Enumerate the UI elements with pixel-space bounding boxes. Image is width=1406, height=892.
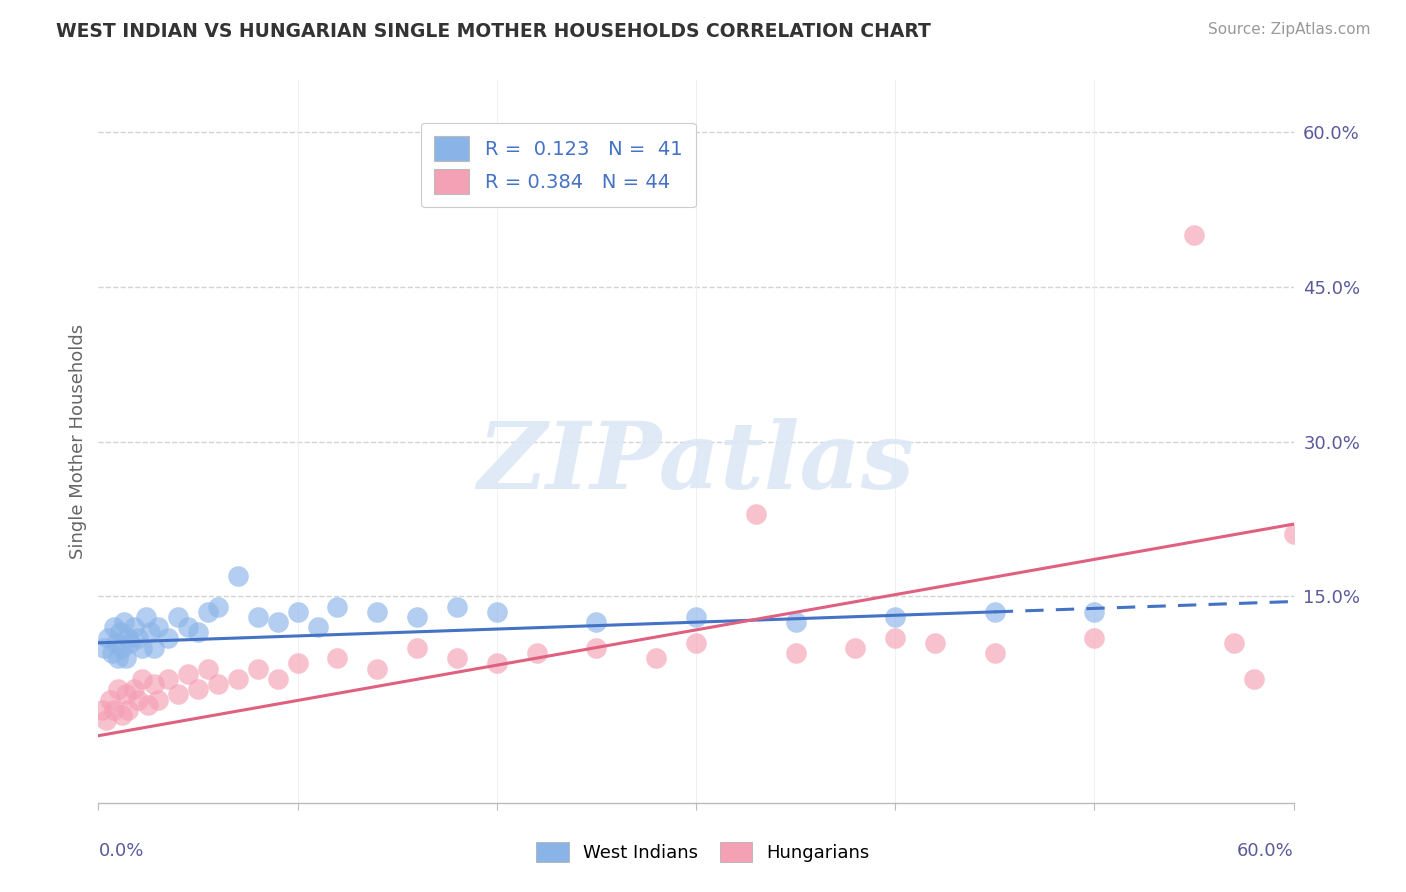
Point — [366, 662, 388, 676]
Point — [110, 625, 132, 640]
Point — [124, 620, 146, 634]
Point — [111, 640, 134, 655]
Y-axis label: Single Mother Households: Single Mother Households — [69, 324, 87, 559]
Point — [131, 640, 153, 655]
Text: ZIPatlas: ZIPatlas — [478, 418, 914, 508]
Point — [112, 615, 135, 630]
Point — [226, 672, 249, 686]
Point — [197, 662, 219, 676]
Point — [406, 640, 429, 655]
Point — [446, 651, 468, 665]
Point — [101, 646, 124, 660]
Point — [326, 599, 349, 614]
Point — [93, 640, 115, 655]
Point — [197, 605, 219, 619]
Point — [267, 615, 290, 630]
Text: Source: ZipAtlas.com: Source: ZipAtlas.com — [1208, 22, 1371, 37]
Point — [984, 605, 1007, 619]
Point — [111, 708, 134, 723]
Point — [1083, 631, 1105, 645]
Point — [485, 657, 508, 671]
Point — [984, 646, 1007, 660]
Point — [167, 687, 190, 701]
Point — [124, 682, 146, 697]
Point — [1083, 605, 1105, 619]
Point — [685, 610, 707, 624]
Point — [267, 672, 290, 686]
Point — [526, 646, 548, 660]
Point — [307, 620, 329, 634]
Point — [136, 698, 159, 712]
Point — [207, 677, 229, 691]
Point — [117, 631, 139, 645]
Point — [1282, 527, 1305, 541]
Point — [1243, 672, 1265, 686]
Point — [143, 640, 166, 655]
Point — [103, 620, 125, 634]
Point — [135, 610, 157, 624]
Point — [115, 687, 138, 701]
Point — [287, 605, 309, 619]
Point — [127, 631, 149, 645]
Point — [366, 605, 388, 619]
Point — [446, 599, 468, 614]
Text: WEST INDIAN VS HUNGARIAN SINGLE MOTHER HOUSEHOLDS CORRELATION CHART: WEST INDIAN VS HUNGARIAN SINGLE MOTHER H… — [56, 22, 931, 41]
Point — [139, 625, 162, 640]
Point — [96, 713, 118, 727]
Point — [117, 703, 139, 717]
Point — [246, 662, 269, 676]
Point — [97, 631, 120, 645]
Point — [685, 636, 707, 650]
Point — [157, 631, 180, 645]
Point — [585, 640, 607, 655]
Point — [120, 636, 142, 650]
Legend: R =  0.123   N =  41, R = 0.384   N = 44: R = 0.123 N = 41, R = 0.384 N = 44 — [420, 122, 696, 208]
Point — [785, 646, 807, 660]
Point — [844, 640, 866, 655]
Point — [157, 672, 180, 686]
Point — [645, 651, 668, 665]
Point — [177, 620, 200, 634]
Point — [246, 610, 269, 624]
Point — [91, 703, 114, 717]
Point — [226, 568, 249, 582]
Point — [115, 651, 138, 665]
Point — [1223, 636, 1246, 650]
Point — [585, 615, 607, 630]
Point — [103, 703, 125, 717]
Point — [785, 615, 807, 630]
Point — [745, 507, 768, 521]
Text: 60.0%: 60.0% — [1237, 842, 1294, 860]
Point — [148, 692, 170, 706]
Point — [107, 651, 129, 665]
Point — [187, 625, 209, 640]
Point — [207, 599, 229, 614]
Point — [884, 610, 907, 624]
Point — [131, 672, 153, 686]
Point — [167, 610, 190, 624]
Point — [187, 682, 209, 697]
Point — [884, 631, 907, 645]
Point — [287, 657, 309, 671]
Point — [107, 682, 129, 697]
Point — [485, 605, 508, 619]
Point — [105, 636, 128, 650]
Point — [177, 666, 200, 681]
Text: 0.0%: 0.0% — [98, 842, 143, 860]
Point — [326, 651, 349, 665]
Point — [98, 692, 122, 706]
Point — [127, 692, 149, 706]
Point — [1182, 228, 1205, 243]
Point — [148, 620, 170, 634]
Legend: West Indians, Hungarians: West Indians, Hungarians — [529, 834, 877, 870]
Point — [924, 636, 946, 650]
Point — [406, 610, 429, 624]
Point — [143, 677, 166, 691]
